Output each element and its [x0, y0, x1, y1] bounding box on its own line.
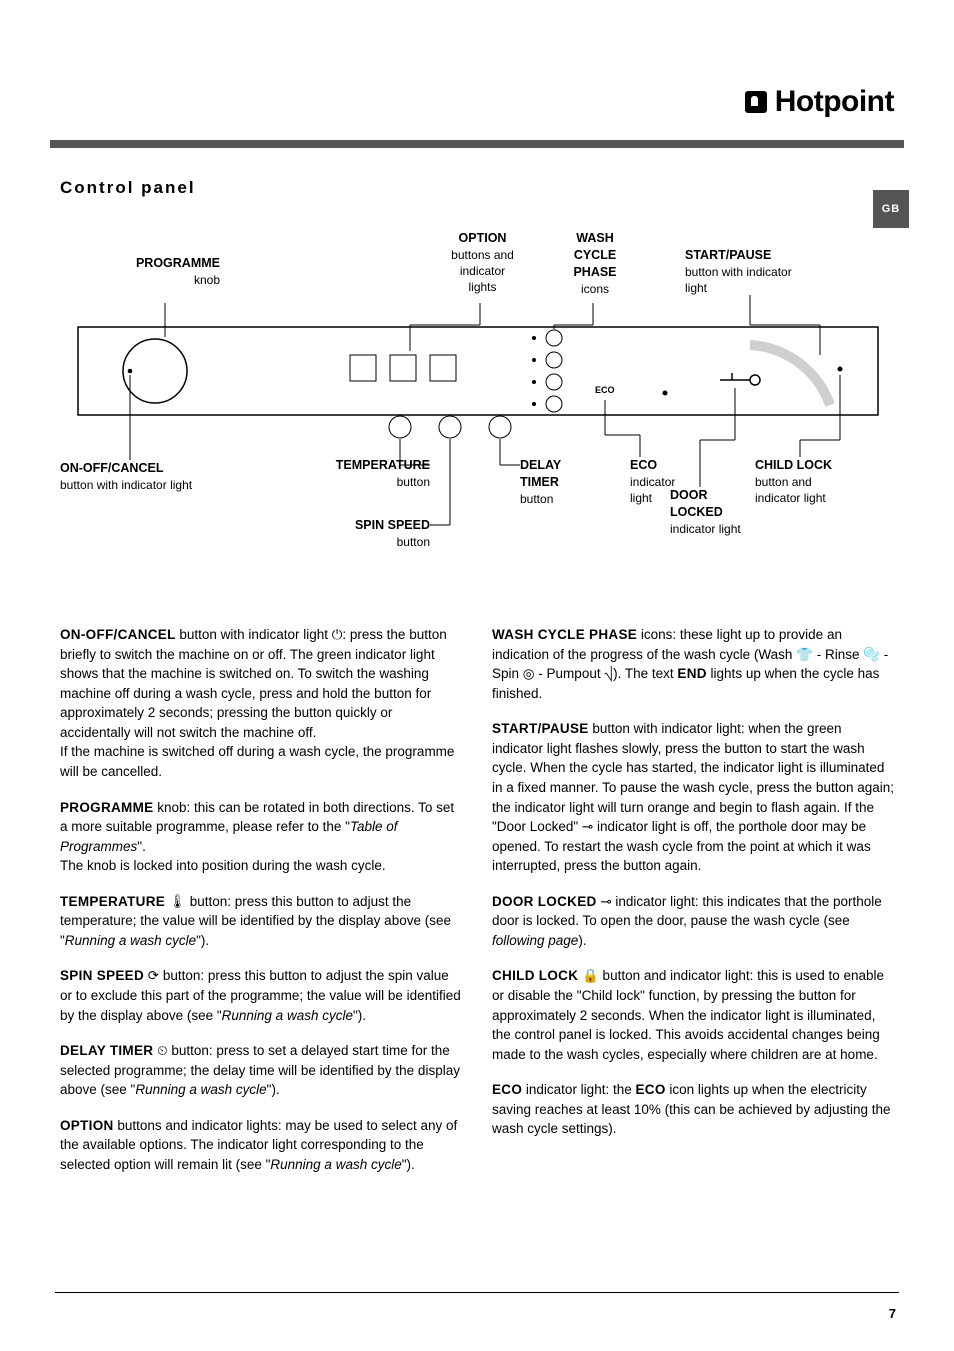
brand-logo: Hotpoint: [745, 85, 894, 119]
label-onoff: ON-OFF/CANCEL button with indicator ligh…: [60, 460, 250, 493]
brand-mark-icon: [745, 91, 767, 113]
p-eco: ECO indicator light: the ECO icon lights…: [492, 1080, 894, 1139]
p-childlock: CHILD LOCK 🔒 button and indicator light:…: [492, 966, 894, 1064]
left-column: ON-OFF/CANCEL button with indicator ligh…: [60, 625, 462, 1191]
label-childlock: CHILD LOCK button and indicator light: [755, 457, 875, 506]
p-washphase: WASH CYCLE PHASE icons: these light up t…: [492, 625, 894, 703]
label-programme: PROGRAMME knob: [110, 255, 220, 288]
p-spinspeed: SPIN SPEED ⟳ button: press this button t…: [60, 966, 462, 1025]
p-temperature: TEMPERATURE 🌡 button: press this button …: [60, 892, 462, 951]
language-badge: GB: [873, 190, 909, 228]
label-startpause: START/PAUSE button with indicator light: [685, 247, 855, 296]
page-number: 7: [889, 1306, 896, 1321]
p-option: OPTION buttons and indicator lights: may…: [60, 1116, 462, 1175]
brand-name: Hotpoint: [775, 85, 894, 119]
p-doorlocked: DOOR LOCKED ⊸ indicator light: this indi…: [492, 892, 894, 951]
label-delay: DELAY TIMER button: [520, 457, 590, 507]
header-divider: [50, 140, 904, 148]
eco-label-in-panel: ECO: [595, 385, 615, 395]
label-spinspeed: SPIN SPEED button: [335, 517, 430, 550]
footer-divider: [55, 1292, 899, 1293]
section-title: Control panel: [60, 178, 196, 198]
p-startpause: START/PAUSE button with indicator light:…: [492, 719, 894, 876]
p-programme: PROGRAMME knob: this can be rotated in b…: [60, 798, 462, 876]
p-onoff: ON-OFF/CANCEL button with indicator ligh…: [60, 625, 462, 782]
label-phase: WASH CYCLE PHASE icons: [560, 230, 630, 297]
p-delaytimer: DELAY TIMER ⏲ button: press to set a del…: [60, 1041, 462, 1100]
body-text: ON-OFF/CANCEL button with indicator ligh…: [60, 625, 894, 1191]
control-panel-diagram: ECO: [60, 225, 895, 575]
label-option: OPTION buttons and indicator lights: [440, 230, 525, 295]
right-column: WASH CYCLE PHASE icons: these light up t…: [492, 625, 894, 1191]
label-temperature: TEMPERATURE button: [290, 457, 430, 490]
